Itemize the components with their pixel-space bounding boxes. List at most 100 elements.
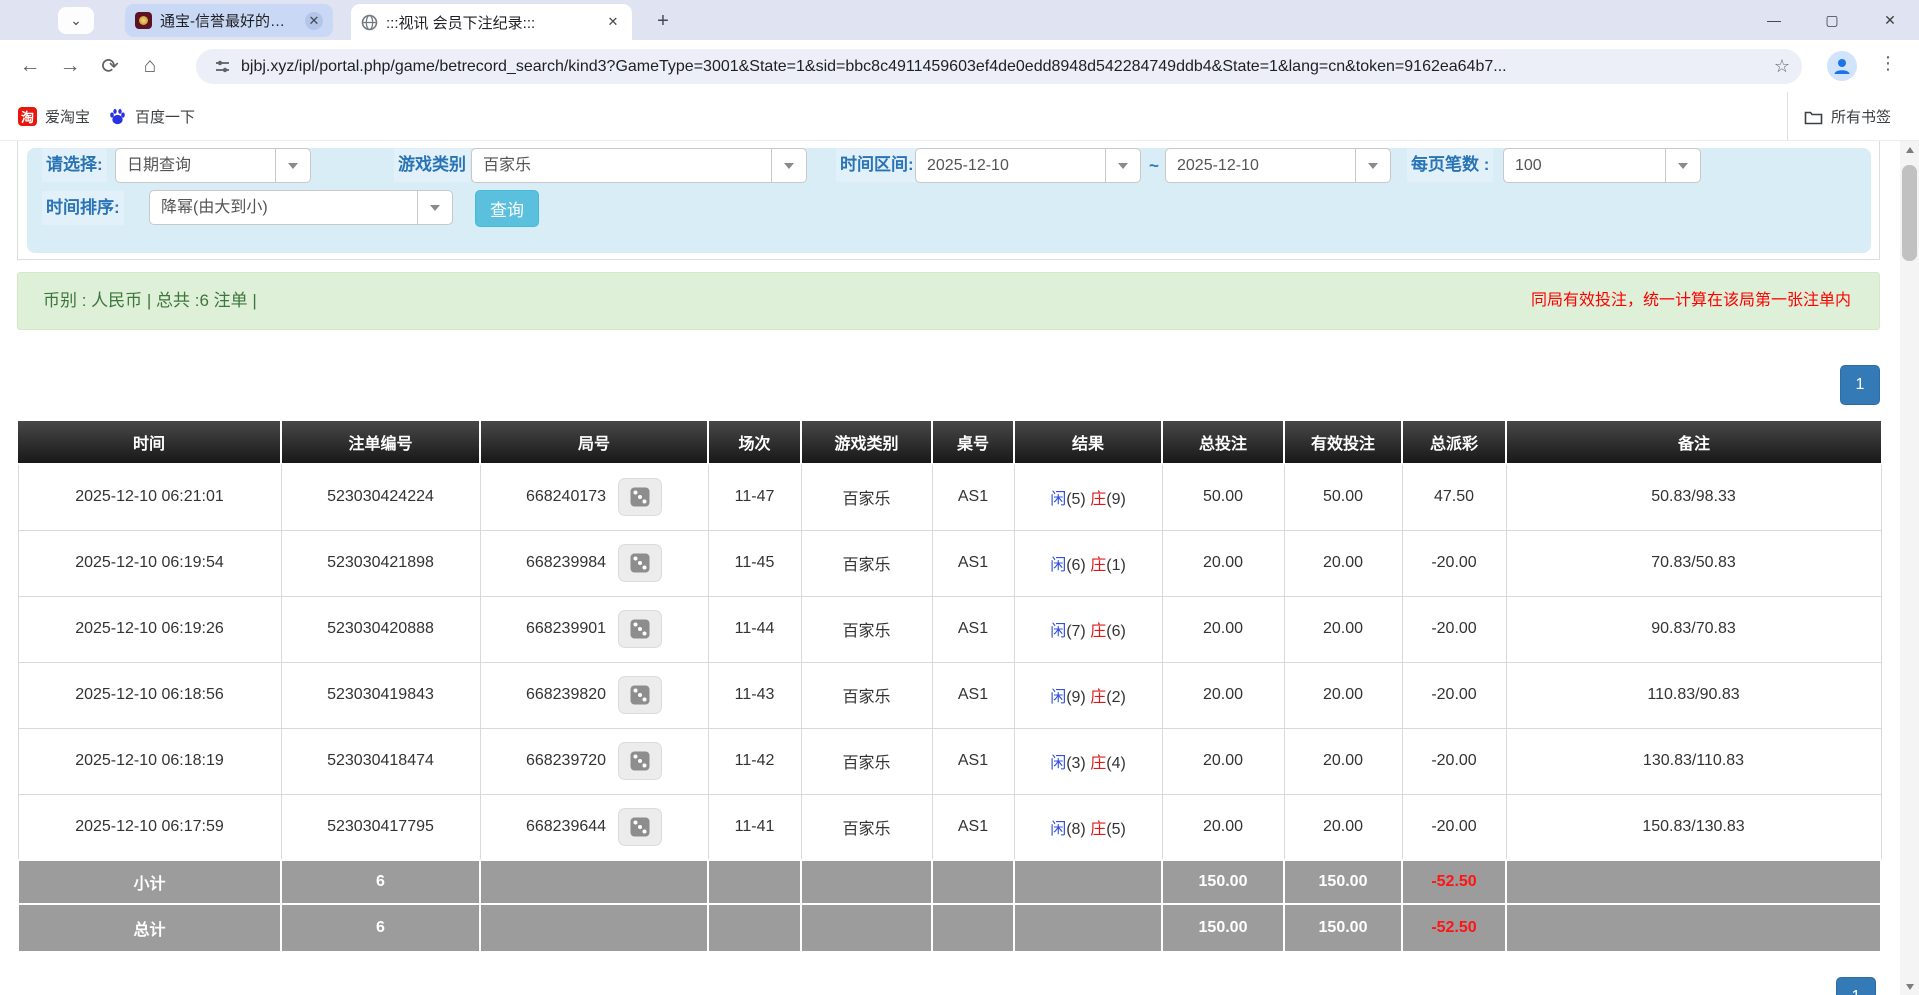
taobao-icon: 淘: [18, 106, 37, 126]
bet-records-table: 时间 注单编号 局号 场次 游戏类别 桌号 结果 总投注 有效投注 总派彩 备注…: [17, 421, 1882, 953]
page-size-value[interactable]: 100: [1503, 148, 1665, 183]
bookmark-taobao[interactable]: 淘 爱淘宝: [18, 106, 90, 127]
query-type-select[interactable]: 日期查询: [115, 148, 311, 183]
caret-down-icon: [430, 204, 440, 211]
time-cell: 2025-12-10 06:18:19: [17, 727, 282, 795]
game-replay-dice-icon[interactable]: [618, 610, 663, 648]
caret-down-icon: [1368, 162, 1378, 169]
scroll-down-icon[interactable]: [1900, 978, 1919, 995]
home-button[interactable]: ⌂: [143, 54, 157, 77]
subtotal-label: 小计: [17, 859, 282, 905]
tab-title: :::视讯 会员下注纪录:::: [386, 14, 536, 32]
game-type-value[interactable]: 百家乐: [471, 148, 771, 183]
dropdown-button[interactable]: [1355, 148, 1391, 183]
date-to-select[interactable]: 2025-12-10: [1165, 148, 1391, 183]
bet-id-cell: 523030421898: [280, 529, 481, 597]
round-number: 668240173: [525, 488, 607, 506]
menu-kebab-icon[interactable]: ⋮: [1879, 53, 1897, 73]
payout-cell: 47.50: [1401, 463, 1507, 531]
select-type-label: 请选择:: [42, 148, 107, 182]
minimize-button[interactable]: —: [1767, 12, 1781, 28]
header-note: 备注: [1505, 421, 1881, 465]
game-replay-dice-icon[interactable]: [618, 807, 663, 846]
date-from-select[interactable]: 2025-12-10: [915, 148, 1141, 183]
table-no-cell: AS1: [931, 595, 1015, 663]
vertical-scrollbar[interactable]: [1900, 141, 1919, 995]
page-size-select[interactable]: 100: [1503, 148, 1701, 183]
valid-bet-cell: 20.00: [1283, 661, 1403, 729]
bookmark-star-icon[interactable]: ☆: [1773, 56, 1790, 76]
table-row: 2025-12-10 06:19:54 523030421898 668239984…: [17, 529, 1882, 597]
tab-close-icon[interactable]: ✕: [305, 11, 323, 30]
empty-cell: [479, 859, 709, 905]
game-type-cell: 百家乐: [800, 463, 933, 531]
date-to-value[interactable]: 2025-12-10: [1165, 148, 1355, 183]
game-replay-dice-icon[interactable]: [618, 742, 663, 780]
total-bet-cell: 50.00: [1161, 463, 1285, 531]
sort-select[interactable]: 降幂(由大到小): [149, 190, 453, 225]
notice-text: 同局有效投注，统一计算在该局第一张注单内: [1530, 292, 1851, 309]
profile-avatar[interactable]: [1827, 51, 1857, 81]
game-replay-dice-icon[interactable]: [618, 478, 663, 517]
empty-cell: [707, 859, 802, 905]
table-row: 2025-12-10 06:21:01 523030424224 668240173…: [17, 463, 1882, 531]
close-window-button[interactable]: ✕: [1884, 11, 1896, 28]
refresh-button[interactable]: ⟳: [101, 54, 119, 78]
search-button[interactable]: 查询: [475, 190, 539, 227]
site-info-icon[interactable]: [214, 58, 231, 75]
subtotal-valid-bet: 150.00: [1283, 859, 1403, 905]
dropdown-button[interactable]: [417, 190, 453, 225]
dropdown-button[interactable]: [1665, 148, 1701, 183]
tab-close-icon[interactable]: ✕: [607, 14, 619, 29]
address-bar[interactable]: bjbj.xyz/ipl/portal.php/game/betrecord_s…: [196, 49, 1802, 84]
table-no-cell: AS1: [931, 727, 1015, 795]
tab-bet-records[interactable]: :::视讯 会员下注纪录::: ✕: [351, 4, 632, 40]
pagination-page-1-bottom[interactable]: 1: [1836, 977, 1876, 995]
tab-search-chevron-icon[interactable]: ⌄: [58, 7, 94, 34]
new-tab-button[interactable]: +: [657, 9, 669, 32]
tab-lobby[interactable]: 通宝-信誉最好的网上游戏平台 ✕: [125, 4, 333, 37]
time-cell: 2025-12-10 06:19:54: [17, 529, 282, 597]
game-type-select[interactable]: 百家乐: [471, 148, 807, 183]
game-replay-dice-icon[interactable]: [618, 676, 663, 714]
query-type-value[interactable]: 日期查询: [115, 148, 275, 183]
dropdown-button[interactable]: [275, 148, 311, 183]
dropdown-button[interactable]: [1105, 148, 1141, 183]
result-player-label: 闲: [1050, 491, 1067, 509]
result-banker-label: 庄: [1090, 689, 1107, 706]
forward-button[interactable]: →: [59, 54, 81, 77]
total-bet-cell: 20.00: [1161, 727, 1285, 795]
bookmark-baidu[interactable]: 百度一下: [108, 106, 195, 127]
bookmark-label: 爱淘宝: [45, 108, 91, 126]
table-header-row: 时间 注单编号 局号 场次 游戏类别 桌号 结果 总投注 有效投注 总派彩 备注: [18, 421, 1881, 465]
all-bookmarks-button[interactable]: 所有书签: [1786, 92, 1891, 141]
total-row: 总计 6 150.00 150.00 -52.50: [17, 903, 1882, 953]
url-text[interactable]: bjbj.xyz/ipl/portal.php/game/betrecord_s…: [241, 57, 1507, 75]
round-cell: 668239820: [479, 661, 709, 729]
header-bet-id: 注单编号: [280, 421, 480, 465]
currency-total-text: 币别 : 人民币 | 总共 :6 注单 |: [43, 291, 257, 310]
back-button[interactable]: ←: [19, 54, 41, 77]
window-controls: — ▢ ✕: [1745, 0, 1919, 40]
date-from-value[interactable]: 2025-12-10: [915, 148, 1105, 183]
sort-value[interactable]: 降幂(由大到小): [149, 190, 417, 225]
site-favicon-icon: [135, 12, 152, 29]
round-number: 668239720: [525, 752, 607, 769]
maximize-button[interactable]: ▢: [1825, 11, 1839, 28]
total-label: 总计: [17, 903, 282, 953]
caret-down-icon: [1678, 162, 1688, 169]
subtotal-total-bet: 150.00: [1161, 859, 1285, 905]
bet-id-cell: 523030418474: [280, 727, 481, 795]
tab-title: 通宝-信誉最好的网上游戏平台: [160, 13, 297, 30]
scrollbar-thumb[interactable]: [1902, 165, 1917, 261]
payout-cell: -20.00: [1401, 727, 1507, 795]
game-replay-dice-icon[interactable]: [618, 544, 663, 582]
result-player-count: (9): [1066, 689, 1086, 706]
scroll-up-icon[interactable]: [1900, 141, 1919, 158]
dropdown-button[interactable]: [771, 148, 807, 183]
payout-cell: -20.00: [1401, 595, 1507, 663]
pagination-page-1[interactable]: 1: [1840, 365, 1880, 405]
header-total-bet: 总投注: [1161, 421, 1284, 465]
note-cell: 70.83/50.83: [1505, 529, 1882, 597]
